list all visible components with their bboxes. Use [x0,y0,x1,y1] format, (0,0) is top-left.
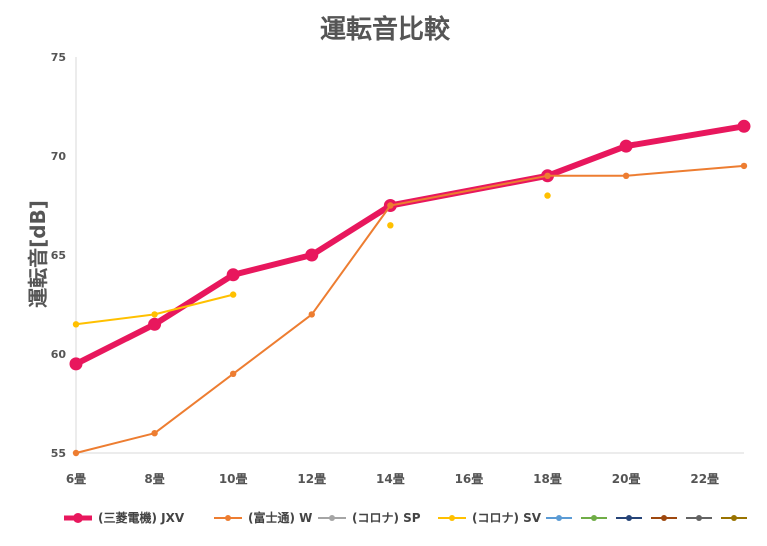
series-lines [69,119,751,457]
legend-swatch-marker [449,515,455,521]
series-0 [69,119,751,371]
legend-label: (三菱電機) JXV [98,510,185,525]
legend-swatch-marker [626,515,632,521]
legend-label: (コロナ) SV [472,511,542,525]
series-3 [72,192,551,328]
data-point [544,192,551,199]
legend-item: (富士通) W [214,510,312,525]
data-point [619,139,633,153]
chart-title: 運転音比較 [320,14,451,45]
data-point [622,172,630,179]
legend-swatch-marker [73,513,83,523]
series-line [75,164,745,454]
x-tick-labels: 6畳 8畳 10畳 12畳 14畳 16畳 18畳 20畳 22畳 [66,472,719,486]
y-axis-title: 運転音[dB] [26,200,50,308]
data-point [151,430,158,437]
y-tick-label: 75 [51,51,66,64]
data-point [148,317,162,331]
data-point [72,321,80,328]
y-tick-label: 65 [51,249,66,262]
legend-swatch-marker [225,515,231,521]
data-point [72,449,80,457]
legend-item: (三菱電機) JXV [64,510,185,525]
x-tick-label: 12畳 [297,472,326,486]
data-point [69,357,83,371]
legend-label: (富士通) W [248,510,312,525]
x-tick-label: 22畳 [690,472,719,486]
y-tick-labels: 55 60 65 70 75 [51,51,67,460]
legend-swatch-marker [329,515,335,521]
y-tick-label: 60 [51,348,67,361]
data-point [308,311,315,318]
legend-item-unnamed [616,515,642,521]
legend-item-unnamed [686,515,712,521]
legend-swatch-marker [661,515,667,521]
legend-swatch-marker [591,515,597,521]
x-tick-label: 14畳 [376,472,405,486]
data-point [226,268,240,282]
x-tick-label: 10畳 [219,472,248,486]
legend-item-unnamed [651,515,677,521]
x-tick-label: 6畳 [66,472,86,486]
data-point [387,222,394,229]
y-tick-label: 55 [51,447,66,460]
data-point [544,172,551,179]
data-point [229,291,237,298]
legend: (三菱電機) JXV (富士通) W (コロナ) SP (コロナ) SV [64,510,747,525]
data-point [305,248,319,262]
legend-swatch-marker [556,515,562,521]
legend-item: (コロナ) SV [438,511,542,525]
legend-item-unnamed [581,515,607,521]
x-tick-label: 20畳 [612,472,641,486]
legend-item-unnamed [721,515,747,521]
x-tick-label: 16畳 [455,472,484,486]
legend-item: (コロナ) SP [318,511,421,525]
legend-swatch-marker [696,515,702,521]
data-point [229,370,237,377]
axes [75,57,744,454]
legend-item-unnamed [546,515,572,521]
data-point [151,311,158,318]
x-tick-label: 8畳 [144,472,164,486]
data-point [387,202,394,209]
data-point [740,162,748,170]
data-point [737,119,751,133]
legend-swatch-marker [731,515,737,521]
series-1 [72,162,748,457]
x-tick-label: 18畳 [533,472,562,486]
series-line [73,123,747,367]
y-tick-label: 70 [51,150,67,163]
legend-label: (コロナ) SP [352,511,421,525]
